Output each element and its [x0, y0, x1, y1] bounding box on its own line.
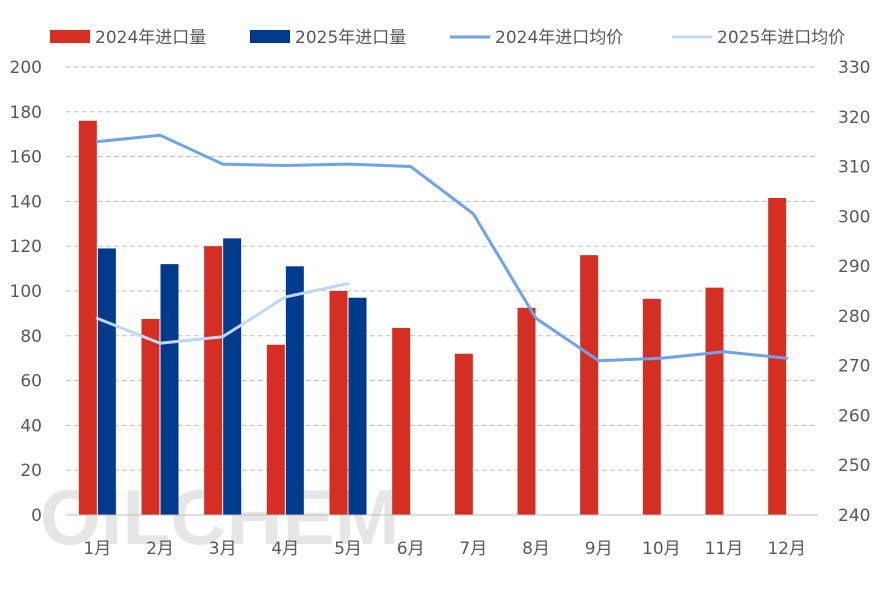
- y-right-tick-label: 310: [838, 158, 870, 178]
- y-left-tick-label: 80: [20, 327, 42, 347]
- bar-series-1: [97, 238, 367, 516]
- bar: [204, 246, 223, 515]
- legend-label: 2025年进口量: [295, 28, 406, 48]
- y-left-tick-label: 180: [10, 103, 42, 123]
- y-right-tick-label: 270: [838, 357, 870, 377]
- x-tick-label: 8月: [522, 539, 550, 559]
- bar: [329, 291, 348, 515]
- legend-item: 2025年进口量: [250, 28, 406, 48]
- x-tick-label: 6月: [397, 539, 425, 559]
- bar: [517, 307, 536, 515]
- y-left-tick-label: 20: [20, 461, 42, 481]
- y-right-tick-label: 300: [838, 207, 870, 227]
- bar-series-0: [78, 120, 787, 516]
- legend: 2024年进口量 2025年进口量 2024年进口均价 2025年进口均价: [50, 28, 845, 48]
- legend-label: 2024年进口量: [95, 28, 206, 48]
- x-tick-label: 5月: [334, 539, 362, 559]
- legend-item: 2024年进口量: [50, 28, 206, 48]
- legend-swatch-bar: [50, 30, 90, 43]
- legend-label: 2024年进口均价: [495, 28, 623, 48]
- x-tick-label: 2月: [146, 539, 174, 559]
- legend-label: 2025年进口均价: [717, 28, 845, 48]
- bar-series: [78, 120, 787, 516]
- y-right-tick-label: 320: [838, 108, 870, 128]
- y-right-tick-label: 260: [838, 406, 870, 426]
- bar: [454, 353, 473, 515]
- x-tick-label: 10月: [642, 539, 681, 559]
- x-tick-label: 11月: [705, 539, 744, 559]
- y-left-tick-label: 0: [31, 506, 42, 526]
- y-right-tick-label: 280: [838, 307, 870, 327]
- x-tick-label: 3月: [209, 539, 237, 559]
- y-left-tick-label: 140: [10, 192, 42, 212]
- y-left-tick-label: 40: [20, 416, 42, 436]
- y-right-tick-label: 330: [838, 58, 870, 78]
- y-right-tick-label: 250: [838, 456, 870, 476]
- x-tick-label: 4月: [271, 539, 299, 559]
- legend-item: 2024年进口均价: [450, 28, 623, 48]
- bar: [160, 264, 179, 515]
- y-left-tick-label: 200: [10, 58, 42, 78]
- axes: 0 20 40 60 80 100 120 140 160 180 200 240 250 260 270 2…: [10, 58, 871, 559]
- x-tick-label: 7月: [459, 539, 487, 559]
- gridlines: [66, 66, 818, 471]
- line-series: [95, 133, 789, 363]
- bar: [392, 327, 411, 515]
- bar: [97, 248, 116, 515]
- bar: [141, 319, 160, 515]
- bar: [266, 344, 285, 515]
- line-series-1: [95, 282, 350, 345]
- x-tick-label: 1月: [83, 539, 111, 559]
- bar: [580, 255, 599, 515]
- legend-item: 2025年进口均价: [672, 28, 845, 48]
- y-left-tick-label: 100: [10, 282, 42, 302]
- y-left-tick-label: 120: [10, 237, 42, 257]
- y-right-tick-label: 240: [838, 506, 870, 526]
- bar: [285, 266, 304, 515]
- x-tick-label: 9月: [585, 539, 613, 559]
- bar: [78, 120, 97, 515]
- y-right-tick-label: 290: [838, 257, 870, 277]
- line-series-0: [95, 133, 789, 363]
- bar: [223, 238, 242, 516]
- x-tick-label: 12月: [767, 539, 806, 559]
- y-left-tick-label: 60: [20, 372, 42, 392]
- bar: [642, 298, 661, 515]
- y-left-tick-label: 160: [10, 148, 42, 168]
- bar: [705, 287, 724, 515]
- bar: [348, 297, 367, 515]
- legend-swatch-bar: [250, 30, 290, 43]
